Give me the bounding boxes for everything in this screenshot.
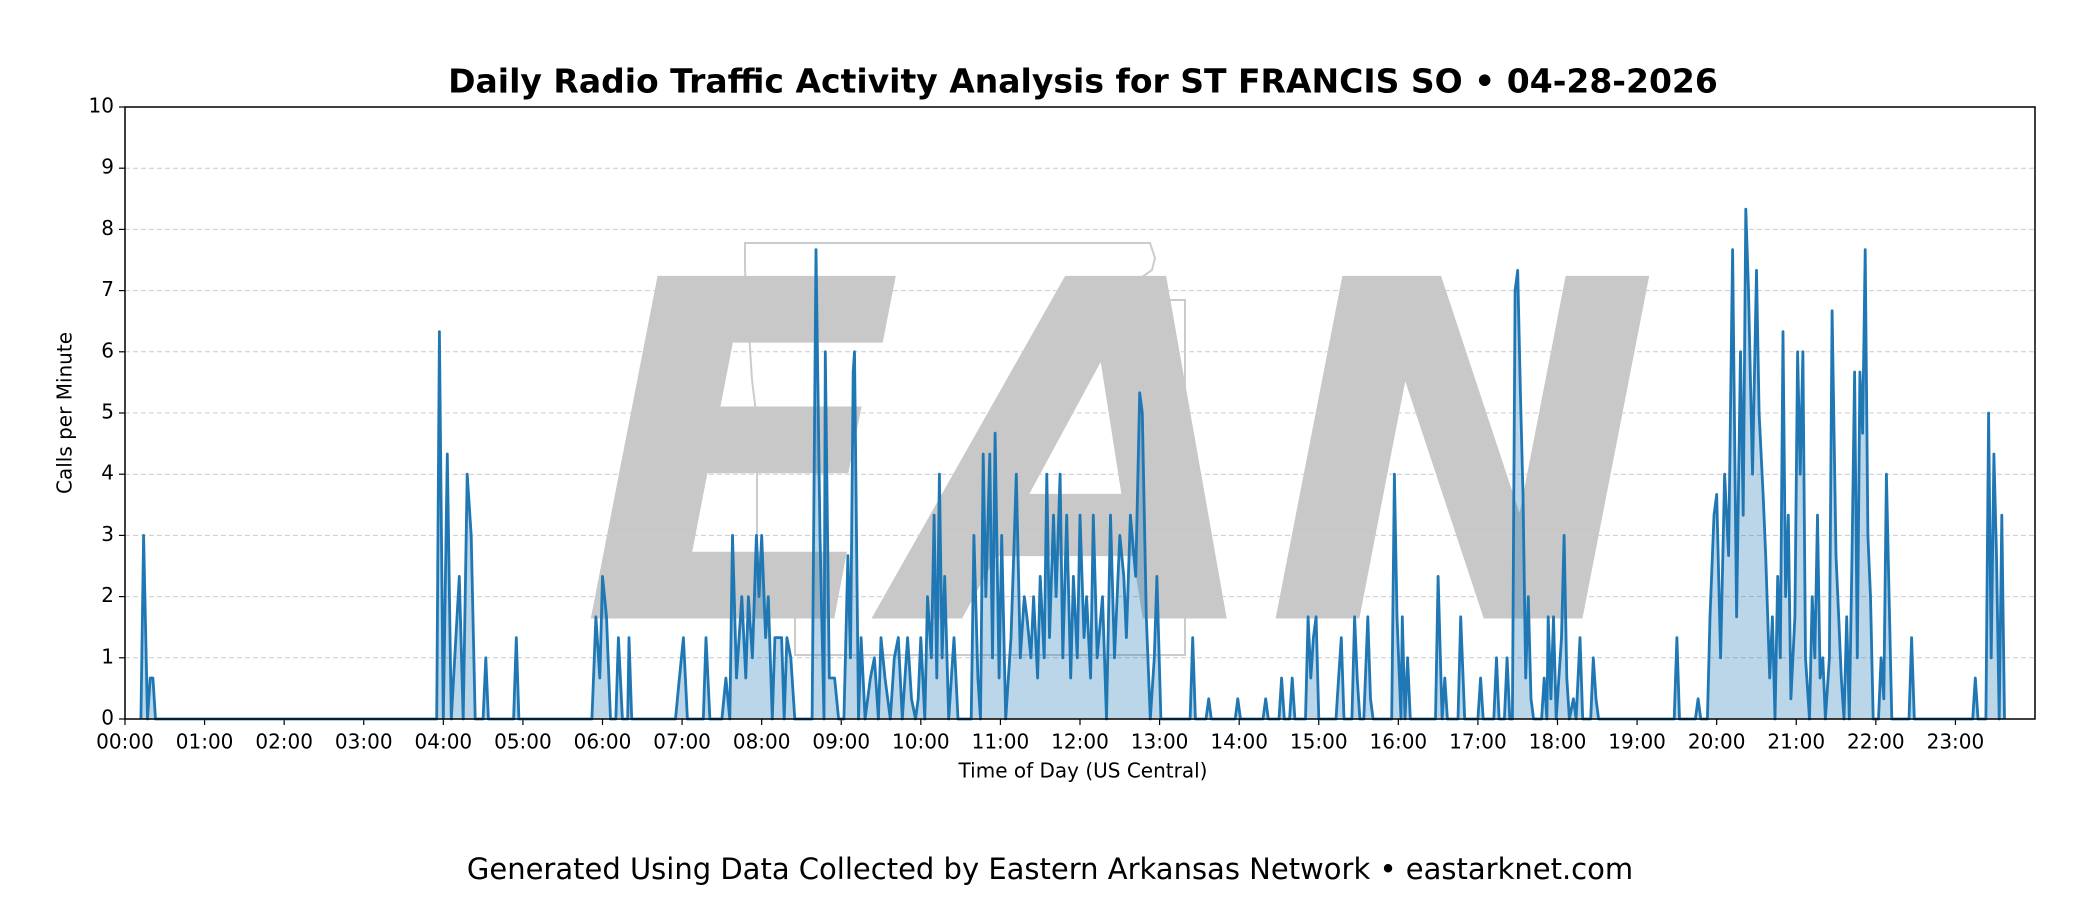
y-tick-label: 1 <box>101 644 114 668</box>
plot-frame <box>124 106 2036 720</box>
y-tick-label: 0 <box>101 706 114 730</box>
x-tick-label: 14:00 <box>1210 730 1268 754</box>
x-tick-label: 13:00 <box>1131 730 1189 754</box>
y-tick-label: 3 <box>101 522 114 546</box>
x-tick-label: 01:00 <box>176 730 234 754</box>
watermark-outline <box>744 242 1186 656</box>
y-tick-label: 9 <box>101 155 114 179</box>
x-tick-label: 10:00 <box>892 730 950 754</box>
y-tick-label: 4 <box>101 461 114 485</box>
x-tick-label: 00:00 <box>96 730 154 754</box>
plot-area: 0 1 2 3 4 5 6 7 8 9 10 00:00 01:00 02:00 03:00 04:00 05:… <box>89 94 2036 754</box>
x-tick-label: 11:00 <box>972 730 1030 754</box>
watermark: EAN <box>581 183 1659 730</box>
y-tick-label: 8 <box>101 216 114 240</box>
y-tick-label: 6 <box>101 338 114 362</box>
chart-title: Daily Radio Traffic Activity Analysis fo… <box>448 62 1718 101</box>
x-tick-label: 04:00 <box>415 730 473 754</box>
footer: Generated Using Data Collected by Easter… <box>467 852 1633 886</box>
x-tick-label: 18:00 <box>1529 730 1587 754</box>
x-axis-label: Time of Day (US Central) <box>958 759 1208 783</box>
x-tick-label: 22:00 <box>1847 730 1905 754</box>
y-tick-label: 2 <box>101 583 114 607</box>
x-tick-label: 03:00 <box>335 730 393 754</box>
x-tick-label: 20:00 <box>1688 730 1746 754</box>
x-tick-label: 09:00 <box>812 730 870 754</box>
y-tick-label: 5 <box>101 400 114 424</box>
y-tick-label: 10 <box>89 94 114 118</box>
x-tick-label: 23:00 <box>1927 730 1985 754</box>
x-tick-label: 19:00 <box>1608 730 1666 754</box>
y-tick-label: 7 <box>101 277 114 301</box>
x-tick-label: 08:00 <box>733 730 791 754</box>
x-tick-label: 02:00 <box>255 730 313 754</box>
x-tick-label: 17:00 <box>1449 730 1507 754</box>
x-tick-label: 21:00 <box>1767 730 1825 754</box>
x-tick-label: 05:00 <box>494 730 552 754</box>
x-tick-label: 16:00 <box>1370 730 1428 754</box>
x-tick-label: 12:00 <box>1051 730 1109 754</box>
x-tick-label: 07:00 <box>653 730 711 754</box>
x-tick-label: 06:00 <box>574 730 632 754</box>
y-axis-label: Calls per Minute <box>53 332 77 494</box>
x-tick-label: 15:00 <box>1290 730 1348 754</box>
